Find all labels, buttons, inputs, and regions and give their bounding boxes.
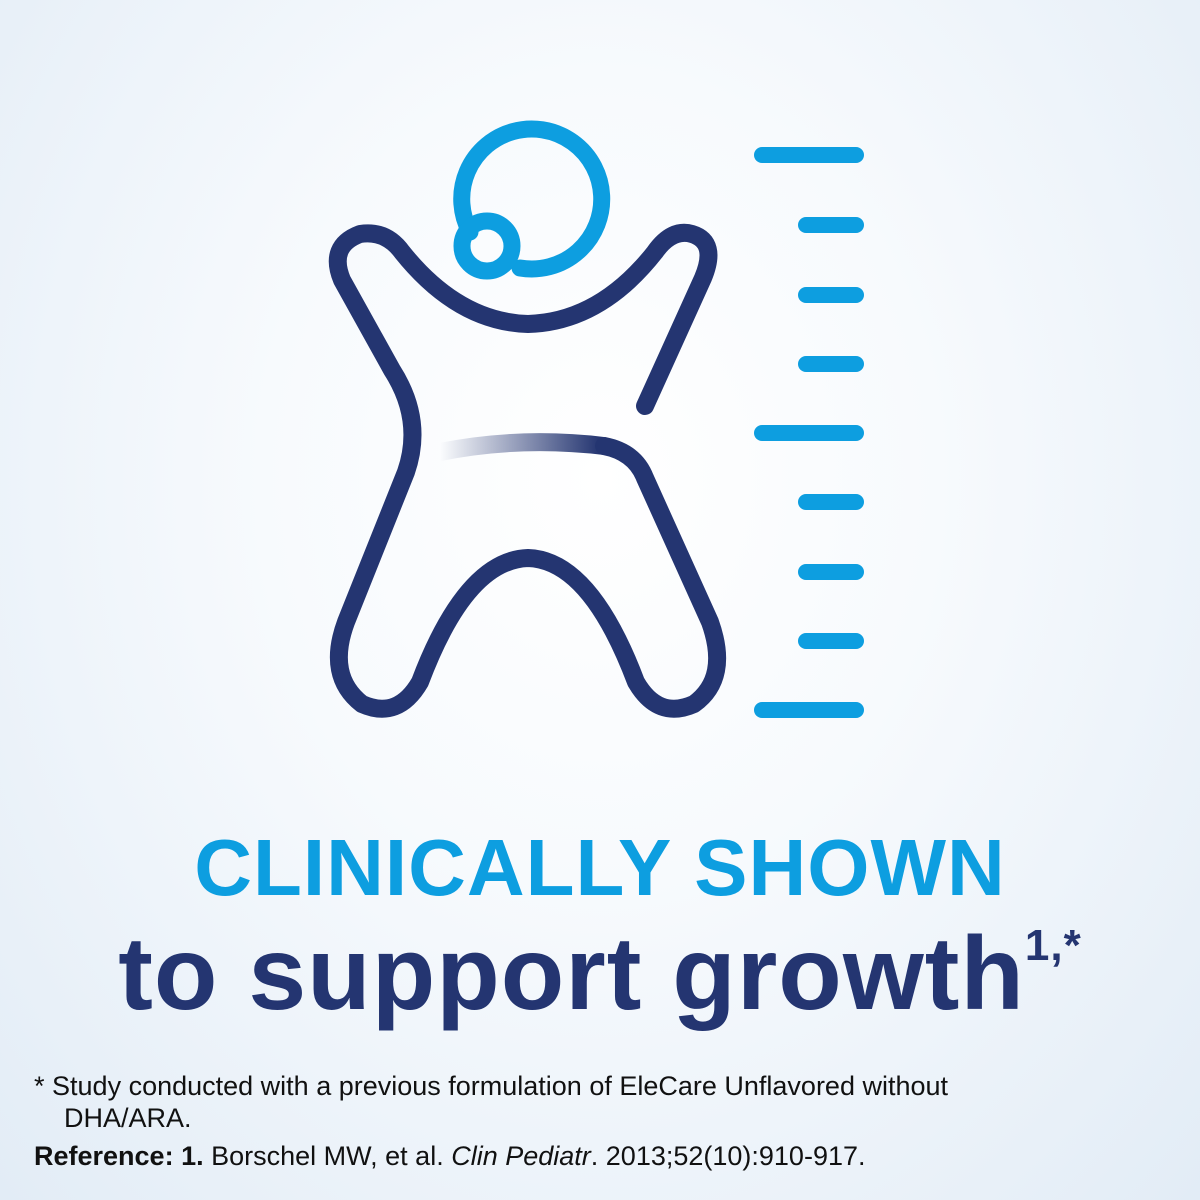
baby-growth-illustration (328, 120, 864, 718)
height-ruler-icon (754, 147, 864, 718)
baby-head-icon (453, 120, 611, 280)
reference: Reference: 1. Borschel MW, et al. Clin P… (34, 1140, 866, 1172)
superscript-reference: 1,* (1024, 921, 1082, 970)
headline-support-growth: to support growth1,* (0, 915, 1200, 1034)
headline-clinically-shown: CLINICALLY SHOWN (194, 823, 1006, 912)
headline-text: to support growth (118, 916, 1025, 1032)
footnote: * Study conducted with a previous formul… (34, 1070, 948, 1134)
baby-body-icon (328, 223, 727, 718)
reference-citation: . 2013;52(10):910-917. (590, 1141, 866, 1171)
footnote-marker: * (34, 1071, 45, 1101)
reference-label: Reference: (34, 1141, 174, 1171)
reference-number: 1. (181, 1141, 204, 1171)
footnote-text: Study conducted with a previous formulat… (52, 1071, 949, 1101)
footnote-text-cont: DHA/ARA. (64, 1103, 192, 1133)
reference-authors: Borschel MW, et al. (211, 1141, 444, 1171)
reference-journal: Clin Pediatr (451, 1141, 591, 1171)
